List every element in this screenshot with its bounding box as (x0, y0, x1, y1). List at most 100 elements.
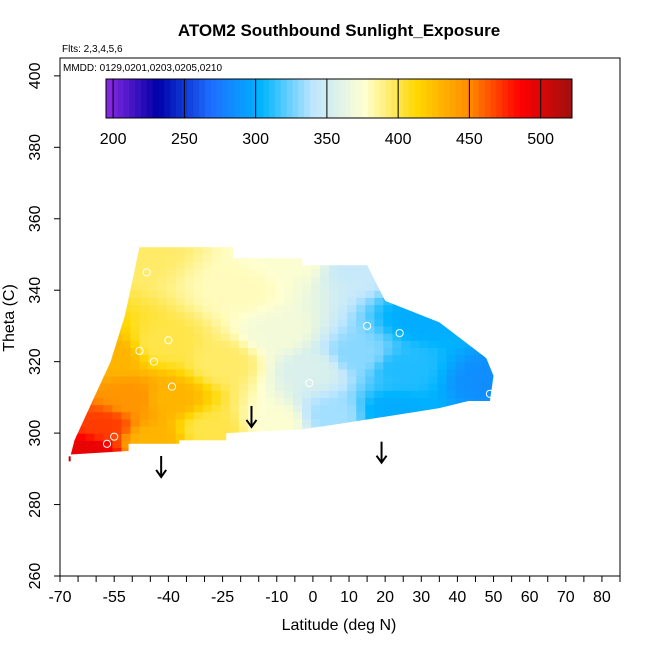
heatmap-cell (320, 283, 330, 291)
heatmap-cell (148, 304, 159, 313)
heatmap-cell (284, 261, 294, 270)
heatmap-cell (446, 440, 457, 448)
heatmap-cell (70, 261, 77, 270)
heatmap-cell (265, 361, 276, 370)
heatmap-cell (392, 268, 403, 277)
heatmap-cell (329, 390, 339, 398)
colorbar-segment (548, 79, 556, 118)
heatmap-cell (446, 418, 457, 427)
heatmap-cell (94, 247, 104, 256)
heatmap-cell (166, 318, 177, 327)
heatmap-cell (175, 247, 186, 256)
heatmap-cell (149, 455, 159, 463)
heatmap-cell (193, 290, 204, 298)
heatmap-cell (166, 411, 177, 420)
heatmap-cell (284, 254, 294, 263)
heatmap-cell (455, 247, 466, 256)
heatmap-cell (302, 325, 312, 334)
heatmap-cell (401, 318, 412, 327)
heatmap-cell (365, 397, 375, 406)
heatmap-cell (455, 318, 466, 327)
heatmap-cell (175, 404, 186, 413)
heatmap-cell (455, 325, 466, 334)
dates-annotation: MMDD: 0129,0201,0203,0205,0210 (63, 63, 222, 74)
heatmap-cell (130, 268, 141, 277)
heatmap-cell (392, 397, 403, 406)
heatmap-cell (284, 375, 294, 384)
heatmap-cell (139, 254, 150, 263)
heatmap-cell (329, 425, 339, 434)
heatmap-cell (464, 254, 475, 263)
heatmap-cell (473, 375, 484, 384)
heatmap-cell (175, 397, 186, 406)
heatmap-cell (284, 418, 294, 427)
heatmap-cell (85, 361, 95, 370)
heatmap-cell (85, 297, 95, 306)
heatmap-cell (121, 290, 132, 298)
heatmap-cell (446, 361, 457, 370)
heatmap-cell (130, 290, 141, 298)
heatmap-cell (383, 318, 393, 327)
heatmap-cell (365, 390, 375, 398)
heatmap-cell (175, 425, 186, 434)
heatmap-cell (229, 354, 240, 363)
heatmap-cell (148, 411, 159, 420)
heatmap-cell (446, 275, 457, 284)
heatmap-cell (338, 418, 348, 427)
heatmap-cell (491, 375, 494, 384)
heatmap-cell (76, 375, 86, 384)
heatmap-cell (139, 404, 150, 413)
heatmap-cell (175, 247, 186, 248)
heatmap-cell (320, 297, 330, 306)
heatmap-cell (211, 254, 222, 263)
heatmap-cell (437, 247, 448, 256)
heatmap-cell (166, 254, 177, 263)
heatmap-cell (76, 390, 86, 398)
colorbar-segment (228, 79, 235, 118)
heatmap-cell (194, 455, 204, 463)
heatmap-cell (419, 397, 430, 406)
heatmap-cell (229, 261, 240, 270)
heatmap-cell (247, 333, 258, 341)
heatmap-cell (76, 333, 86, 341)
heatmap-cell (230, 455, 240, 463)
colorbar: 200 250 300 350 400 450 500 (100, 78, 573, 148)
x-tick-label: -55 (103, 589, 126, 606)
heatmap-cell (338, 275, 348, 284)
heatmap-cell (491, 361, 494, 370)
heatmap-cell (338, 375, 348, 384)
heatmap-cell (247, 390, 258, 398)
heatmap-cell (482, 283, 493, 291)
heatmap-cell (157, 247, 168, 256)
heatmap-cell (464, 375, 475, 384)
colorbar-segment (478, 79, 486, 118)
heatmap-cell (455, 425, 466, 434)
heatmap-cell (456, 455, 466, 463)
heatmap-cell (184, 347, 195, 356)
heatmap-cell (347, 440, 357, 448)
heatmap-cell (148, 254, 159, 263)
heatmap-cell (211, 333, 222, 341)
x-tick-label: 10 (340, 589, 358, 606)
heatmap-cell (401, 283, 412, 291)
heatmap-cell (166, 268, 177, 277)
heatmap-cell (202, 247, 213, 256)
heatmap-cell (320, 425, 330, 434)
x-tick-label: 50 (485, 589, 503, 606)
heatmap-cell (311, 318, 321, 327)
heatmap-cell (455, 397, 466, 406)
heatmap-cell (238, 418, 249, 427)
heatmap-cell (410, 261, 421, 270)
heatmap-cell (482, 247, 493, 256)
heatmap-cell (284, 318, 294, 327)
heatmap-cell (329, 440, 339, 448)
heatmap-cell (94, 247, 104, 248)
heatmap-cell (247, 247, 258, 256)
heatmap-cell (157, 361, 168, 370)
heatmap-cell (70, 418, 77, 427)
heatmap-cell (274, 354, 285, 363)
heatmap-cell (85, 404, 95, 413)
heatmap-cell (85, 375, 95, 384)
heatmap-cell (365, 361, 375, 370)
heatmap-cell (374, 283, 384, 291)
